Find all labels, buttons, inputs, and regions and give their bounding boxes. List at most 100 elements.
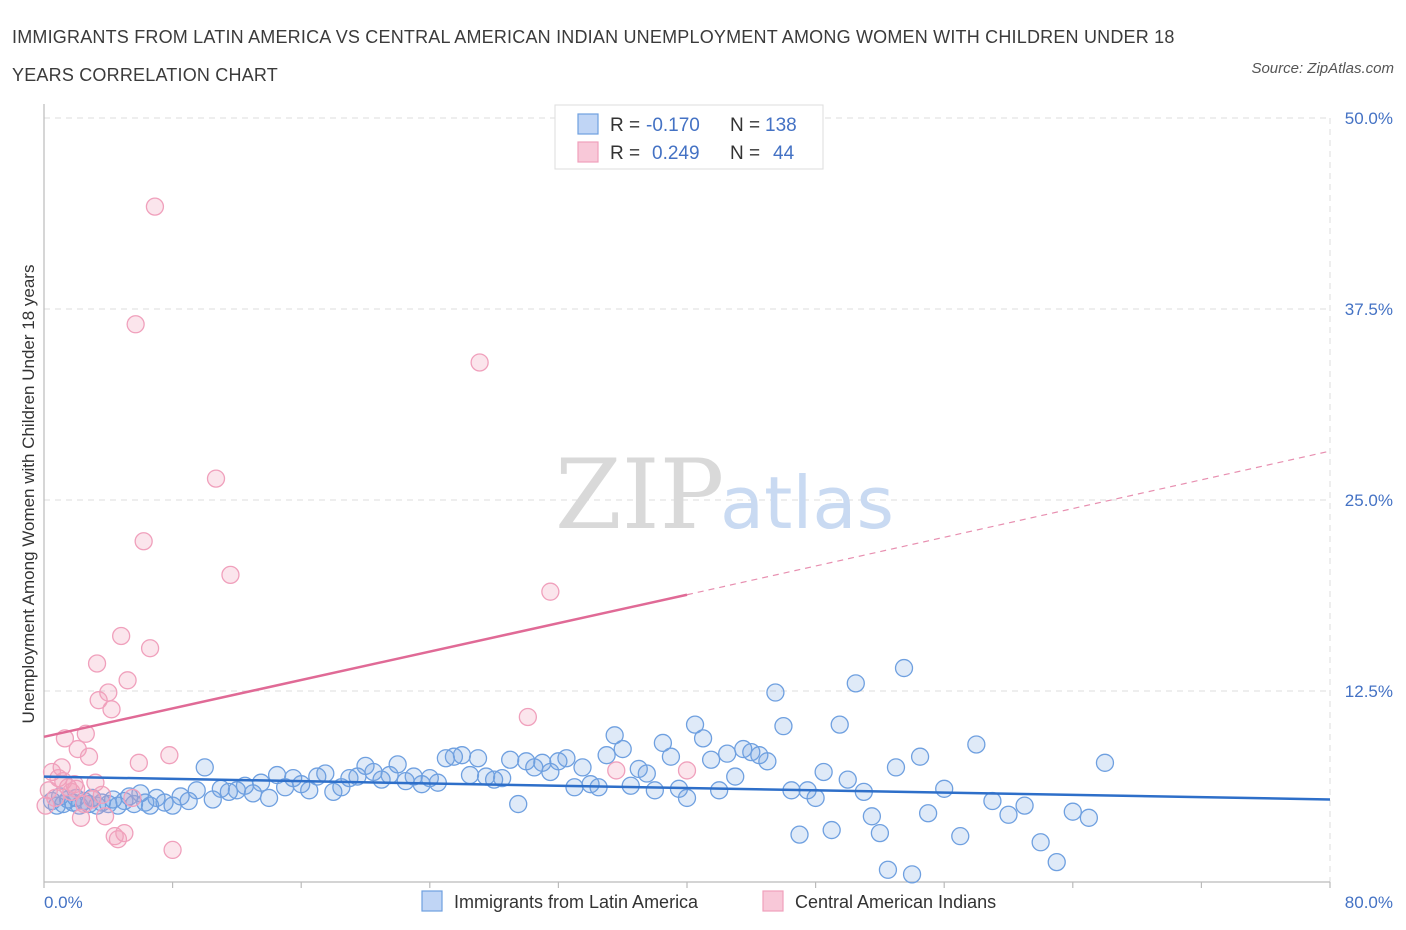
point-latin-america (661, 747, 681, 766)
point-central-american-indians (89, 691, 108, 710)
point-latin-america (460, 765, 480, 785)
point-latin-america (774, 716, 793, 736)
series-label-central-american-indians: Central American Indians (795, 892, 996, 912)
point-central-american-indians (79, 747, 99, 766)
point-latin-america (878, 860, 898, 879)
y-tick-label: 25.0% (1345, 491, 1393, 510)
y-tick-label: 37.5% (1345, 300, 1393, 319)
point-latin-america (790, 825, 809, 844)
point-latin-america (685, 715, 705, 734)
point-central-american-indians (518, 707, 538, 727)
point-latin-america (195, 758, 214, 777)
trend-line-central-american-indians (43, 593, 688, 739)
point-latin-america (766, 683, 785, 702)
legend-r-value: -0.170 (646, 115, 700, 136)
series-swatch-pink (762, 890, 784, 912)
point-latin-america (806, 788, 825, 808)
point-latin-america (918, 804, 938, 823)
series-swatch-blue (421, 890, 443, 912)
point-central-american-indians (118, 671, 137, 690)
legend-n-label: N = (730, 143, 760, 164)
data-points (36, 197, 1115, 884)
point-latin-america (701, 750, 721, 769)
point-latin-america (983, 791, 1002, 811)
point-central-american-indians (102, 700, 121, 719)
point-latin-america (814, 762, 833, 782)
point-latin-america (870, 823, 890, 843)
point-latin-america (637, 764, 656, 783)
legend-n-value: 44 (773, 143, 795, 164)
point-latin-america (830, 715, 849, 734)
y-tick-label: 12.5% (1345, 682, 1393, 701)
y-axis-label-group: Unemployment Among Women with Children U… (19, 265, 38, 724)
point-central-american-indians (67, 779, 86, 798)
point-central-american-indians (607, 761, 626, 780)
legend-r-label: R = (610, 143, 640, 164)
point-central-american-indians (163, 840, 182, 860)
point-latin-america (1015, 796, 1034, 815)
watermark-zip: ZIP (555, 439, 724, 551)
point-latin-america (187, 781, 206, 800)
point-central-american-indians (677, 761, 697, 780)
y-tick-label: 50.0% (1345, 109, 1393, 128)
point-latin-america (838, 770, 857, 789)
point-latin-america (886, 758, 906, 777)
point-central-american-indians (115, 823, 134, 843)
point-latin-america (862, 807, 882, 826)
point-latin-america (557, 749, 576, 768)
point-latin-america (967, 735, 986, 754)
axes (43, 104, 1331, 888)
point-latin-america (726, 767, 745, 786)
legend-r-label: R = (610, 115, 640, 136)
point-latin-america (822, 820, 841, 840)
point-latin-america (501, 750, 520, 769)
point-central-american-indians (112, 626, 131, 646)
legend-box (554, 104, 824, 170)
watermark: ZIP atlas (555, 439, 894, 551)
legend-swatch-blue (577, 113, 599, 135)
point-central-american-indians (36, 796, 55, 815)
tick-labels: 12.5% 25.0% 37.5% 50.0% 0.0% 80.0% (44, 109, 1393, 912)
point-latin-america (894, 658, 914, 678)
legend-n-label: N = (730, 115, 760, 136)
point-central-american-indians (206, 469, 226, 488)
point-central-american-indians (92, 785, 112, 805)
point-latin-america (846, 674, 865, 693)
point-central-american-indians (140, 639, 160, 658)
point-latin-america (645, 781, 664, 800)
point-central-american-indians (71, 808, 91, 827)
point-latin-america (492, 768, 512, 788)
point-latin-america (1063, 802, 1082, 821)
point-central-american-indians (129, 753, 148, 772)
point-latin-america (758, 752, 777, 771)
series-label-latin-america: Immigrants from Latin America (454, 892, 699, 912)
y-axis-label: Unemployment Among Women with Children U… (19, 265, 38, 724)
point-central-american-indians (126, 315, 145, 334)
point-latin-america (935, 779, 954, 798)
point-latin-america (1047, 852, 1066, 872)
chart-source: Source: ZipAtlas.com (1251, 60, 1394, 77)
trend-lines (43, 450, 1331, 801)
point-latin-america (573, 758, 592, 777)
point-central-american-indians (221, 565, 240, 585)
legend-n-value: 138 (765, 115, 797, 136)
x-tick-label: 80.0% (1345, 893, 1393, 912)
point-latin-america (653, 733, 673, 753)
point-central-american-indians (470, 353, 489, 372)
legend-swatch-pink (577, 141, 599, 163)
point-latin-america (999, 805, 1018, 824)
point-latin-america (251, 773, 271, 792)
point-latin-america (718, 744, 737, 763)
point-central-american-indians (160, 746, 179, 765)
point-latin-america (468, 749, 488, 768)
point-latin-america (388, 755, 407, 774)
point-latin-america (693, 729, 713, 748)
chart-title: IMMIGRANTS FROM LATIN AMERICA VS CENTRAL… (12, 27, 1175, 85)
point-central-american-indians (123, 788, 142, 808)
point-central-american-indians (99, 683, 118, 702)
point-latin-america (910, 747, 930, 766)
point-latin-america (316, 764, 335, 783)
point-latin-america (1095, 753, 1115, 772)
series-legend: Immigrants from Latin America Central Am… (421, 890, 996, 912)
